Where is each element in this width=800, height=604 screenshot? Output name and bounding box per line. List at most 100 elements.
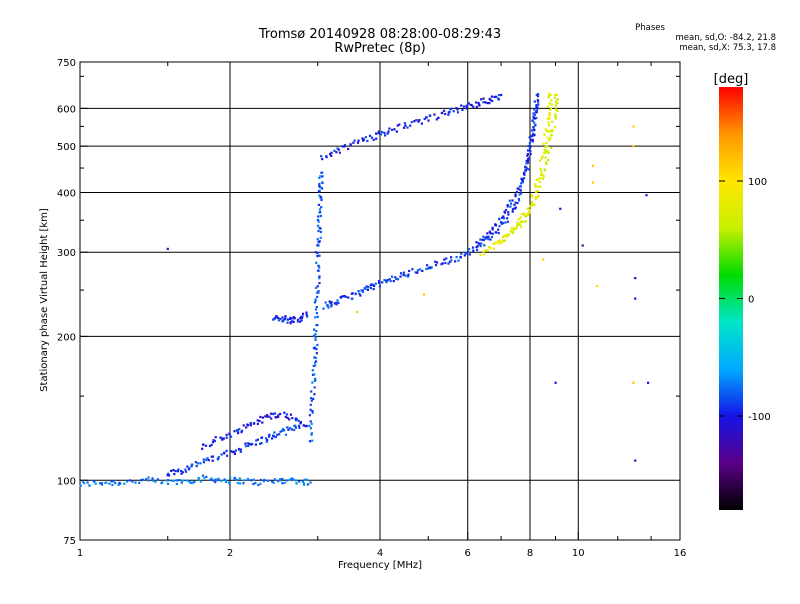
y-tick-label: 300: [57, 248, 76, 259]
data-point: [546, 136, 549, 139]
data-point: [553, 96, 557, 99]
data-point: [545, 141, 548, 144]
data-point: [520, 225, 523, 228]
data-point: [167, 479, 170, 482]
trace-f-x-trace-outer: [498, 93, 559, 244]
data-point: [535, 109, 538, 112]
data-point: [363, 287, 366, 290]
data-point: [522, 220, 525, 224]
data-point: [506, 205, 509, 208]
data-point: [212, 439, 215, 442]
trace-e-region-rising: [166, 424, 301, 477]
data-point: [357, 139, 360, 142]
data-point: [277, 480, 280, 483]
data-point: [273, 412, 277, 415]
data-point: [425, 116, 428, 119]
data-point: [283, 481, 286, 484]
colorbar-label: [deg]: [714, 72, 749, 87]
data-point: [285, 413, 288, 416]
data-point: [372, 138, 375, 141]
data-point: [347, 296, 350, 299]
data-point: [544, 128, 547, 131]
data-point: [303, 483, 306, 486]
data-point: [544, 149, 547, 152]
data-point: [214, 478, 217, 481]
data-point: [467, 250, 470, 253]
data-point: [530, 204, 533, 207]
x-tick-label: 2: [227, 548, 233, 559]
data-point: [357, 290, 360, 293]
data-point: [425, 267, 428, 271]
data-point: [537, 93, 540, 96]
data-point: [549, 107, 553, 110]
data-point: [313, 393, 316, 396]
data-point: [383, 131, 386, 134]
data-point: [314, 377, 317, 380]
data-point: [462, 105, 465, 108]
data-point: [545, 163, 548, 166]
phase-box-title: Phases: [635, 23, 665, 33]
data-point: [554, 117, 557, 120]
data-point: [531, 134, 534, 137]
data-point: [554, 113, 557, 116]
data-point: [426, 267, 430, 270]
data-point: [156, 478, 160, 481]
data-point: [468, 248, 471, 251]
data-point: [532, 132, 535, 135]
data-point: [341, 145, 344, 148]
data-point: [244, 442, 247, 445]
data-point: [491, 226, 494, 229]
data-point: [548, 92, 551, 95]
data-point: [261, 421, 264, 424]
data-point: [548, 113, 551, 116]
data-point: [242, 424, 245, 427]
data-point: [514, 195, 517, 198]
data-point: [364, 136, 367, 139]
data-point: [486, 249, 489, 252]
data-point: [493, 242, 496, 245]
data-point: [249, 424, 252, 427]
data-point: [293, 317, 296, 320]
data-point: [100, 483, 104, 486]
data-point: [312, 347, 315, 350]
phase-stats-x: mean, sd,X: 75.3, 17.8: [679, 43, 776, 53]
data-point: [297, 424, 301, 427]
data-point: [554, 100, 558, 103]
data-point: [433, 113, 436, 116]
data-point: [272, 481, 275, 484]
data-point: [147, 476, 150, 479]
data-point: [404, 274, 407, 277]
data-point: [420, 122, 423, 125]
data-point: [238, 477, 241, 480]
data-point: [366, 288, 369, 291]
data-point: [463, 254, 466, 257]
data-point: [525, 159, 528, 162]
data-point: [190, 482, 193, 485]
data-point: [548, 117, 551, 120]
data-point: [634, 297, 637, 300]
data-point: [482, 235, 485, 238]
data-point: [542, 258, 545, 261]
data-point: [259, 415, 262, 419]
data-point: [314, 338, 317, 341]
data-point: [321, 175, 324, 178]
data-point: [336, 147, 339, 150]
data-point: [456, 111, 460, 114]
data-point: [281, 316, 284, 319]
data-point: [319, 186, 322, 189]
data-point: [487, 235, 490, 238]
data-point: [526, 214, 529, 217]
data-point: [365, 285, 368, 288]
data-point: [312, 364, 315, 367]
data-point: [314, 299, 317, 302]
data-point: [219, 436, 222, 439]
data-point: [536, 95, 540, 98]
data-point: [381, 130, 384, 134]
data-point: [260, 436, 264, 439]
data-point: [268, 415, 271, 418]
grid-layer: [80, 62, 680, 540]
data-point: [530, 195, 533, 198]
data-point: [199, 462, 202, 465]
data-point: [321, 181, 324, 184]
data-point: [377, 132, 380, 135]
